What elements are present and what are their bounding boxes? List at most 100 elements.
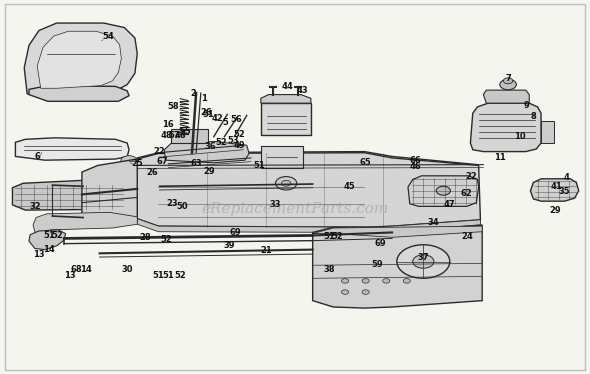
Text: 53: 53 (227, 136, 239, 145)
Text: 68: 68 (70, 265, 82, 274)
Circle shape (404, 279, 411, 283)
Text: 58: 58 (168, 102, 179, 111)
Polygon shape (15, 138, 129, 160)
Polygon shape (313, 225, 482, 308)
Text: 65: 65 (360, 158, 372, 167)
Text: 67: 67 (156, 157, 168, 166)
Polygon shape (82, 159, 137, 225)
Text: 11: 11 (494, 153, 506, 162)
Text: 52: 52 (161, 235, 172, 245)
FancyBboxPatch shape (261, 146, 303, 168)
Text: eReplacementParts.com: eReplacementParts.com (201, 202, 389, 216)
Text: 35: 35 (559, 187, 571, 196)
FancyBboxPatch shape (541, 122, 554, 143)
Text: 46: 46 (410, 162, 421, 171)
Text: 7: 7 (505, 74, 511, 83)
Text: 49: 49 (234, 141, 245, 150)
Circle shape (397, 245, 450, 278)
Polygon shape (37, 31, 122, 88)
Text: 8: 8 (530, 113, 536, 122)
Text: 66: 66 (410, 156, 421, 165)
Text: 16: 16 (162, 120, 173, 129)
Circle shape (276, 177, 297, 190)
Circle shape (342, 279, 349, 283)
Text: 39: 39 (224, 241, 235, 250)
Text: 14: 14 (80, 265, 92, 274)
Polygon shape (137, 153, 480, 227)
Text: 50: 50 (176, 202, 188, 211)
Text: 28: 28 (139, 233, 150, 242)
Text: 6: 6 (34, 152, 40, 161)
Circle shape (413, 255, 434, 268)
Text: 56: 56 (230, 115, 242, 124)
Text: 30: 30 (122, 265, 133, 274)
Text: 26: 26 (200, 108, 212, 117)
Text: 57: 57 (168, 131, 179, 140)
Circle shape (500, 79, 516, 90)
Text: 52: 52 (215, 138, 227, 147)
Text: 51: 51 (202, 110, 214, 119)
Text: 69: 69 (375, 239, 386, 248)
Text: 52: 52 (51, 231, 63, 240)
Text: 10: 10 (514, 132, 526, 141)
Text: 52: 52 (332, 232, 343, 241)
Text: 59: 59 (372, 260, 384, 269)
Text: 26: 26 (147, 168, 159, 177)
Text: 5: 5 (222, 119, 228, 128)
Circle shape (362, 279, 369, 283)
Circle shape (503, 78, 513, 84)
Circle shape (281, 180, 291, 186)
Circle shape (436, 186, 450, 195)
Text: 52: 52 (175, 271, 186, 280)
Polygon shape (29, 230, 65, 249)
Text: 22: 22 (466, 172, 477, 181)
Text: 13: 13 (64, 271, 76, 280)
Polygon shape (165, 141, 249, 163)
Text: 45: 45 (343, 182, 355, 191)
Polygon shape (313, 226, 482, 237)
Polygon shape (261, 95, 311, 103)
Text: 63: 63 (191, 159, 202, 168)
Text: 43: 43 (297, 86, 309, 95)
Polygon shape (408, 176, 478, 206)
Text: 14: 14 (43, 245, 55, 254)
Text: 52: 52 (234, 130, 245, 140)
Text: 37: 37 (418, 253, 429, 262)
Text: 38: 38 (323, 265, 335, 274)
Text: 23: 23 (167, 199, 178, 208)
Text: 42: 42 (211, 114, 223, 123)
Text: 1: 1 (201, 94, 206, 103)
Text: 48: 48 (175, 131, 186, 140)
Polygon shape (470, 103, 541, 151)
Polygon shape (530, 179, 579, 201)
Polygon shape (24, 23, 137, 96)
Text: 51: 51 (323, 232, 335, 241)
Polygon shape (137, 219, 480, 233)
Text: 9: 9 (523, 101, 529, 110)
Text: 48: 48 (161, 131, 172, 140)
Circle shape (342, 290, 349, 294)
Polygon shape (12, 180, 127, 210)
Circle shape (383, 279, 390, 283)
Text: 51: 51 (163, 271, 174, 280)
Text: 29: 29 (549, 206, 561, 215)
Text: 44: 44 (282, 82, 294, 91)
Circle shape (121, 156, 137, 166)
Text: 21: 21 (261, 246, 273, 255)
Text: 41: 41 (551, 182, 563, 191)
Text: 36: 36 (204, 141, 216, 150)
Text: 47: 47 (444, 200, 455, 209)
Text: 4: 4 (564, 173, 570, 182)
Text: 62: 62 (461, 189, 473, 198)
Text: 51: 51 (43, 231, 55, 240)
Text: 13: 13 (33, 250, 45, 259)
Circle shape (362, 290, 369, 294)
FancyBboxPatch shape (171, 129, 208, 143)
Text: 34: 34 (428, 218, 439, 227)
Text: 2: 2 (191, 89, 196, 98)
Text: 54: 54 (102, 31, 114, 41)
Polygon shape (137, 151, 478, 170)
Polygon shape (33, 212, 137, 236)
Text: 55: 55 (179, 128, 191, 137)
Text: 33: 33 (269, 200, 281, 209)
